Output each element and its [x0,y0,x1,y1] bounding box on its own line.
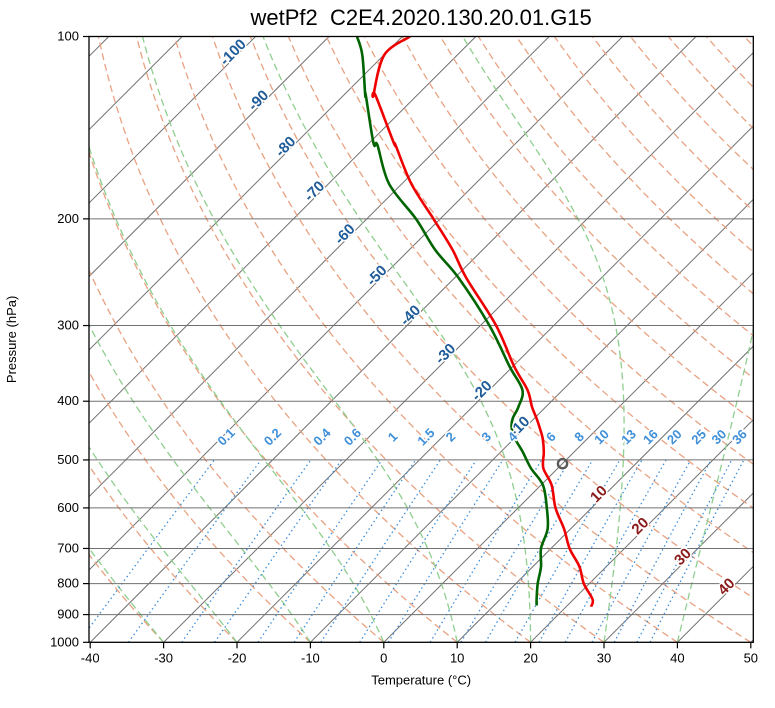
svg-text:Pressure (hPa): Pressure (hPa) [4,296,19,383]
svg-text:100: 100 [57,29,79,44]
svg-text:500: 500 [57,452,79,467]
svg-text:50: 50 [744,650,758,665]
svg-text:300: 300 [57,318,79,333]
svg-text:10: 10 [450,650,464,665]
svg-text:20: 20 [523,650,537,665]
svg-text:1000: 1000 [50,634,79,649]
svg-text:-30: -30 [154,650,173,665]
svg-text:-40: -40 [81,650,100,665]
svg-text:40: 40 [670,650,684,665]
svg-text:Temperature (°C): Temperature (°C) [371,672,471,687]
svg-text:-10: -10 [301,650,320,665]
svg-text:900: 900 [57,607,79,622]
svg-text:800: 800 [57,576,79,591]
svg-text:600: 600 [57,500,79,515]
svg-text:-20: -20 [228,650,247,665]
svg-text:200: 200 [57,211,79,226]
svg-text:0: 0 [380,650,387,665]
svg-text:700: 700 [57,540,79,555]
svg-text:400: 400 [57,393,79,408]
svg-text:wetPf2 C2E4.2020.130.20.01.G1: wetPf2 C2E4.2020.130.20.01.G15 [250,5,592,30]
svg-text:30: 30 [597,650,611,665]
